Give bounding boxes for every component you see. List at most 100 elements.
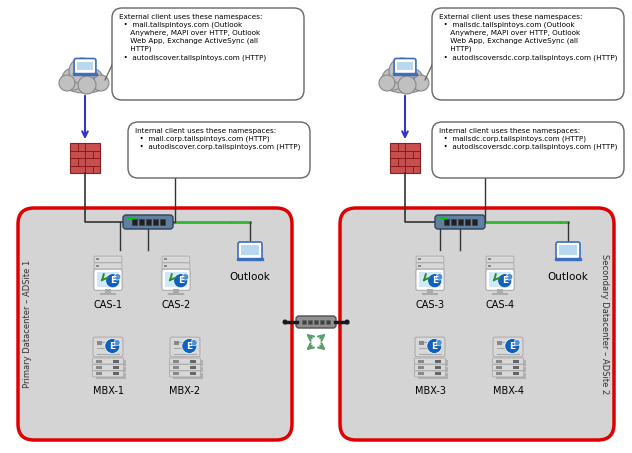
Bar <box>465 219 470 225</box>
Bar <box>555 258 581 260</box>
FancyBboxPatch shape <box>128 122 310 178</box>
FancyBboxPatch shape <box>162 256 190 262</box>
Bar <box>495 366 502 369</box>
FancyBboxPatch shape <box>94 263 122 269</box>
Circle shape <box>182 338 197 353</box>
Circle shape <box>505 338 520 353</box>
Bar <box>513 366 520 369</box>
Text: MBX-1: MBX-1 <box>92 386 123 396</box>
Circle shape <box>379 75 395 91</box>
Bar <box>320 320 324 324</box>
Bar <box>95 360 102 362</box>
Bar <box>418 372 423 376</box>
Bar <box>397 62 413 70</box>
Circle shape <box>114 274 121 280</box>
Bar <box>139 219 144 225</box>
Bar <box>95 372 102 376</box>
Bar <box>314 320 318 324</box>
Bar <box>190 372 197 376</box>
Text: External client uses these namespaces:
  •  mailsdc.tailspintoys.com (Outlook
  : External client uses these namespaces: •… <box>439 14 617 61</box>
Bar <box>458 219 463 225</box>
Bar <box>173 367 204 372</box>
FancyBboxPatch shape <box>432 8 624 100</box>
Bar <box>495 372 502 376</box>
FancyBboxPatch shape <box>486 263 514 269</box>
Bar <box>105 289 111 294</box>
Circle shape <box>436 274 443 280</box>
Text: E: E <box>509 342 516 351</box>
Bar <box>393 73 416 75</box>
Bar <box>418 265 422 267</box>
Text: E: E <box>110 276 116 285</box>
Bar <box>190 366 197 369</box>
FancyBboxPatch shape <box>123 215 173 229</box>
Bar <box>435 366 441 369</box>
Bar <box>237 258 263 260</box>
Bar <box>419 272 441 287</box>
Text: Primary Datacenter – ADSite 1: Primary Datacenter – ADSite 1 <box>23 260 32 388</box>
Bar <box>444 219 449 225</box>
Bar <box>422 294 438 295</box>
FancyBboxPatch shape <box>169 365 200 371</box>
FancyBboxPatch shape <box>92 358 124 364</box>
Text: CAS-2: CAS-2 <box>161 300 191 310</box>
FancyBboxPatch shape <box>340 208 614 440</box>
FancyBboxPatch shape <box>394 58 416 74</box>
Circle shape <box>389 58 415 84</box>
Circle shape <box>497 274 512 288</box>
Circle shape <box>191 340 197 346</box>
Bar <box>100 294 116 295</box>
FancyBboxPatch shape <box>162 269 190 290</box>
Bar <box>132 219 137 225</box>
Circle shape <box>344 319 349 324</box>
Bar <box>308 320 312 324</box>
Bar <box>113 366 119 369</box>
Bar <box>418 272 422 274</box>
Bar <box>164 258 167 260</box>
Bar <box>418 258 422 260</box>
Bar <box>97 272 99 274</box>
FancyBboxPatch shape <box>94 270 122 276</box>
Circle shape <box>506 274 513 280</box>
Bar <box>241 245 259 255</box>
Bar <box>173 289 179 294</box>
Bar <box>95 373 126 379</box>
Text: Outlook: Outlook <box>547 272 588 282</box>
Text: Internal client uses these namespaces:
  •  mailsdc.corp.tailspintoys.com (HTTP): Internal client uses these namespaces: •… <box>439 128 617 150</box>
Text: E: E <box>431 342 437 351</box>
Circle shape <box>114 340 120 346</box>
FancyBboxPatch shape <box>18 208 292 440</box>
Bar <box>95 360 126 366</box>
Bar <box>418 360 448 366</box>
FancyBboxPatch shape <box>94 256 122 262</box>
Circle shape <box>427 338 442 353</box>
Circle shape <box>413 75 429 91</box>
Bar <box>165 272 187 287</box>
Circle shape <box>78 76 96 94</box>
FancyBboxPatch shape <box>486 256 514 262</box>
Text: E: E <box>432 276 438 285</box>
Bar <box>164 272 167 274</box>
Text: E: E <box>178 276 184 285</box>
FancyBboxPatch shape <box>492 365 523 371</box>
FancyBboxPatch shape <box>74 58 96 74</box>
Bar <box>451 219 456 225</box>
Text: CAS-4: CAS-4 <box>485 300 514 310</box>
Bar <box>513 372 520 376</box>
Circle shape <box>59 75 75 91</box>
Bar <box>174 341 179 345</box>
Circle shape <box>83 69 103 89</box>
FancyBboxPatch shape <box>415 371 446 377</box>
FancyBboxPatch shape <box>162 263 190 269</box>
Circle shape <box>398 76 416 94</box>
Circle shape <box>283 319 288 324</box>
Text: E: E <box>502 276 507 285</box>
Bar <box>435 360 441 362</box>
FancyBboxPatch shape <box>492 371 523 377</box>
Bar <box>513 360 520 362</box>
Bar <box>113 360 119 362</box>
FancyBboxPatch shape <box>162 270 190 276</box>
Bar <box>492 294 508 295</box>
Bar <box>97 265 99 267</box>
Bar <box>168 294 184 295</box>
